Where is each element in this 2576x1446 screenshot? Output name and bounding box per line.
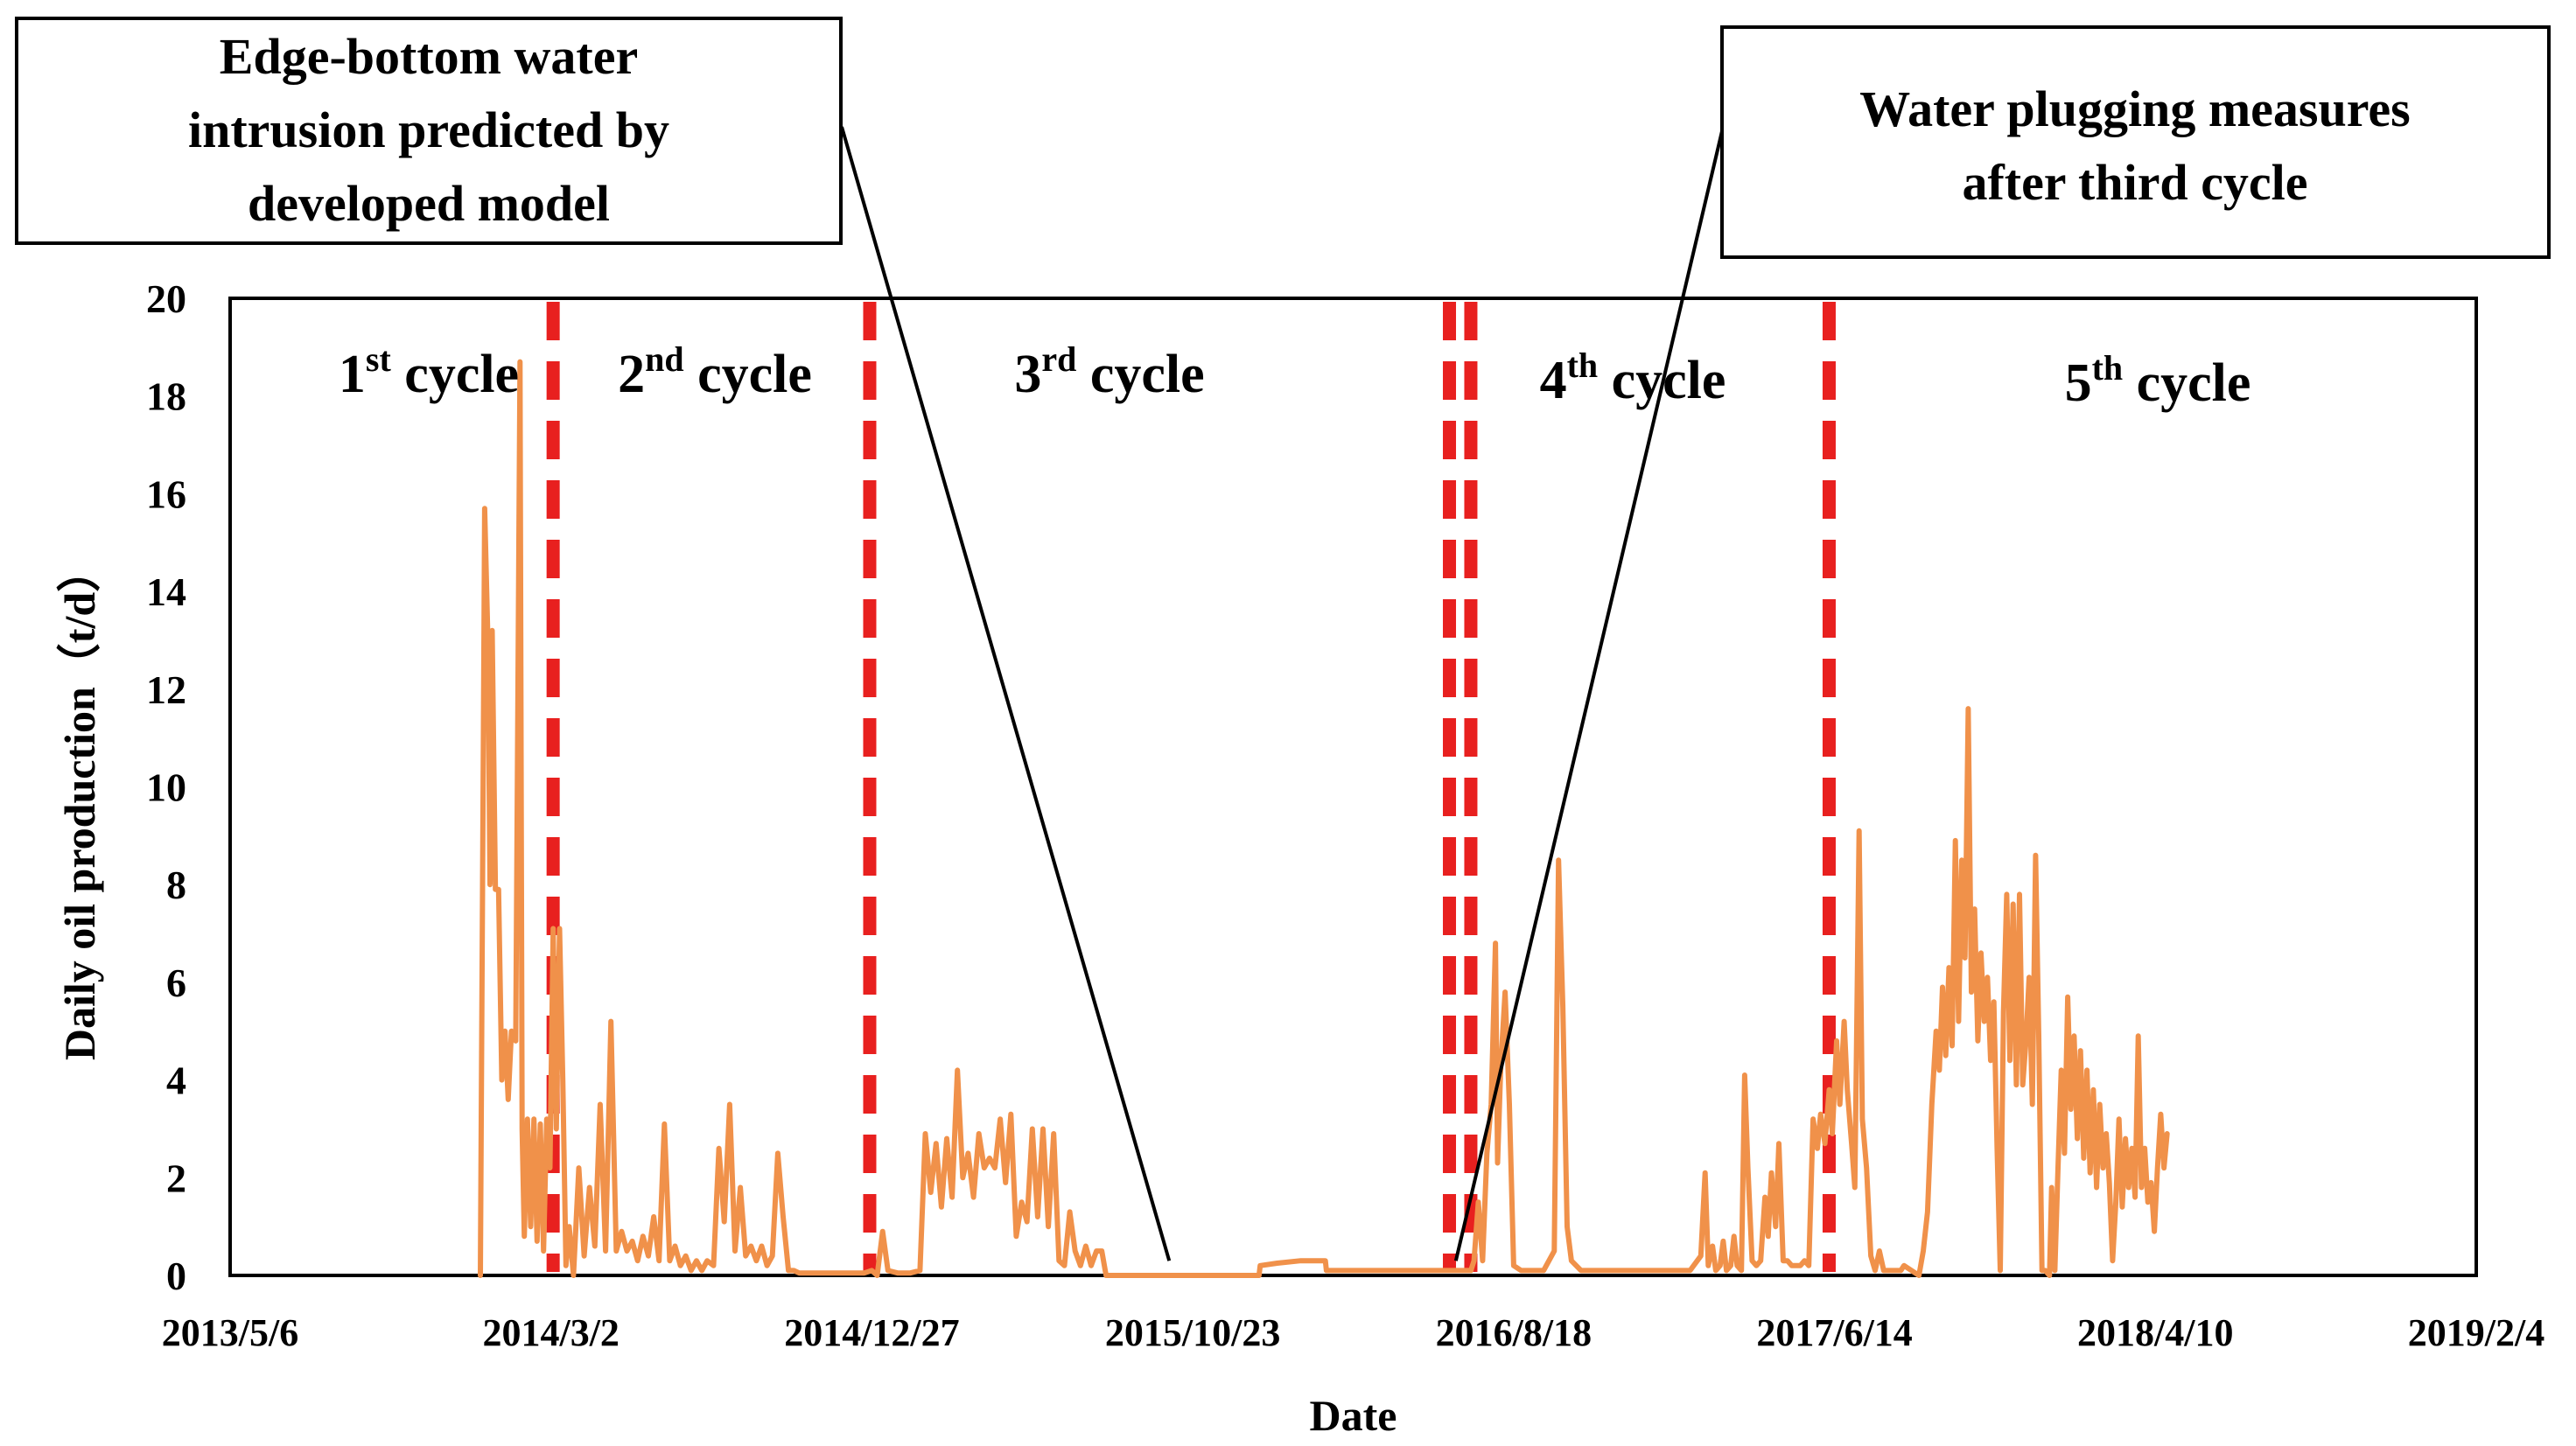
cycle-label: 3rd cycle xyxy=(1014,339,1204,404)
x-tick-label: 2014/3/2 xyxy=(482,1311,619,1354)
cycle-number: 1 xyxy=(339,345,366,404)
annotation-text: Water plugging measures xyxy=(1859,80,2410,137)
y-tick-label: 10 xyxy=(146,765,186,810)
cycle-number: 4 xyxy=(1540,351,1567,410)
y-tick-label: 20 xyxy=(146,276,186,321)
annotation-text: Edge-bottom water xyxy=(220,28,638,85)
cycle-word: cycle xyxy=(1076,345,1204,404)
annotation-leader xyxy=(1453,130,1724,1261)
y-tick-label: 2 xyxy=(166,1156,186,1200)
annotation-box xyxy=(15,17,843,245)
y-axis-title: Daily oil production（t/d） xyxy=(55,548,104,1060)
annotation-callout: Water plugging measures after third cycle xyxy=(1453,25,2551,1261)
cycle-labels: 1st cycle 2nd cycle 3rd cycle 4th cycle 5th … xyxy=(339,339,2251,413)
y-tick-labels: 0 2 4 6 8 10 12 14 16 18 20 xyxy=(146,276,186,1298)
x-tick-label: 2014/12/27 xyxy=(784,1311,959,1354)
x-tick-label: 2015/10/23 xyxy=(1105,1311,1280,1354)
cycle-label: 5th cycle xyxy=(2065,348,2251,413)
cycle-suffix: st xyxy=(366,339,392,379)
annotation-text: intrusion predicted by xyxy=(188,101,669,158)
series-layer xyxy=(478,359,2170,1278)
x-tick-label: 2019/2/4 xyxy=(2408,1311,2544,1354)
cycle-label: 2nd cycle xyxy=(618,339,812,404)
annotations: Edge-bottom water intrusion predicted by d… xyxy=(15,17,2551,1261)
x-axis-title: Date xyxy=(1310,1391,1397,1440)
annotation-leader xyxy=(840,126,1172,1261)
cycle-number: 2 xyxy=(618,345,645,404)
series-line xyxy=(478,359,2170,1278)
annotation-callout: Edge-bottom water intrusion predicted by d… xyxy=(15,17,1172,1261)
y-tick-label: 14 xyxy=(146,569,186,614)
y-tick-label: 6 xyxy=(166,961,186,1005)
axes xyxy=(228,297,2478,1277)
x-tick-label: 2017/6/14 xyxy=(1756,1311,1912,1354)
cycle-word: cycle xyxy=(684,345,812,404)
cycle-dividers xyxy=(546,302,1836,1272)
cycle-label: 4th cycle xyxy=(1540,346,1726,410)
y-tick-label: 12 xyxy=(146,667,186,712)
annotation-text: after third cycle xyxy=(1962,154,2307,211)
cycle-word: cycle xyxy=(391,345,519,404)
y-tick-label: 16 xyxy=(146,472,186,516)
plot-frame xyxy=(228,297,2478,1277)
x-tick-label: 2018/4/10 xyxy=(2077,1311,2233,1354)
x-tick-label: 2013/5/6 xyxy=(162,1311,298,1354)
y-tick-label: 4 xyxy=(166,1058,186,1103)
annotation-text: developed model xyxy=(248,175,610,232)
y-tick-label: 8 xyxy=(166,863,186,907)
cycle-label: 1st cycle xyxy=(339,339,519,404)
cycle-number: 3 xyxy=(1014,345,1041,404)
annotation-box xyxy=(1720,25,2551,259)
x-tick-label: 2016/8/18 xyxy=(1436,1311,1592,1354)
cycle-number: 5 xyxy=(2065,353,2092,413)
cycle-word: cycle xyxy=(2123,353,2250,413)
x-tick-labels: 2013/5/6 2014/3/2 2014/12/27 2015/10/23 2016… xyxy=(162,1311,2544,1354)
y-tick-label: 18 xyxy=(146,374,186,419)
cycle-suffix: th xyxy=(2092,348,2124,388)
cycle-suffix: rd xyxy=(1041,339,1076,379)
cycle-suffix: th xyxy=(1567,346,1599,385)
y-tick-label: 0 xyxy=(166,1254,186,1298)
cycle-suffix: nd xyxy=(645,339,684,379)
